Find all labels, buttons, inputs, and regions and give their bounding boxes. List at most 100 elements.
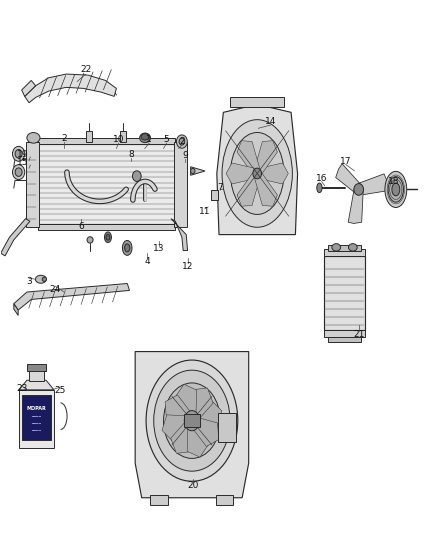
Text: 13: 13 (153, 245, 165, 254)
Bar (184, 414, 200, 427)
Bar (218, 413, 236, 442)
Text: 7: 7 (217, 183, 223, 192)
Bar (25, 142, 39, 227)
Ellipse shape (12, 147, 25, 161)
Bar (38, 138, 175, 144)
Bar (324, 256, 365, 330)
Polygon shape (254, 141, 277, 176)
Text: 8: 8 (128, 150, 134, 159)
Ellipse shape (42, 277, 46, 281)
Polygon shape (14, 304, 18, 316)
Text: ━━━━: ━━━━ (32, 416, 42, 419)
Text: 23: 23 (16, 384, 27, 393)
Polygon shape (14, 284, 130, 310)
Text: MOPAR: MOPAR (27, 406, 46, 411)
Ellipse shape (140, 133, 151, 143)
Text: 10: 10 (113, 135, 124, 144)
Text: 18: 18 (388, 177, 399, 186)
Text: 21: 21 (353, 329, 364, 338)
Polygon shape (162, 415, 193, 441)
Bar (86, 131, 92, 142)
Ellipse shape (222, 120, 292, 227)
Bar (21, 395, 51, 440)
Polygon shape (175, 384, 197, 422)
Ellipse shape (385, 171, 407, 207)
Text: 6: 6 (78, 222, 85, 231)
Ellipse shape (15, 150, 22, 158)
Ellipse shape (154, 370, 230, 471)
Text: ━━━━: ━━━━ (32, 429, 42, 433)
Text: 20: 20 (187, 481, 198, 490)
Text: 12: 12 (182, 262, 193, 271)
Ellipse shape (124, 244, 130, 252)
Polygon shape (226, 163, 257, 184)
Bar (19, 390, 54, 448)
Bar (174, 142, 187, 227)
Polygon shape (188, 388, 213, 423)
Ellipse shape (106, 235, 110, 240)
Text: 19: 19 (17, 150, 28, 159)
Polygon shape (135, 352, 249, 498)
Ellipse shape (177, 135, 187, 148)
Bar (328, 337, 361, 342)
Bar (328, 245, 361, 251)
Ellipse shape (230, 133, 284, 214)
Text: 24: 24 (49, 285, 61, 294)
Ellipse shape (253, 168, 261, 179)
Polygon shape (187, 419, 208, 457)
Bar (324, 330, 365, 337)
Ellipse shape (12, 165, 25, 180)
Polygon shape (19, 380, 54, 390)
Ellipse shape (132, 171, 141, 181)
Text: 1: 1 (146, 135, 152, 144)
Polygon shape (257, 163, 288, 184)
Ellipse shape (141, 134, 149, 140)
Polygon shape (254, 171, 277, 206)
Bar (38, 224, 175, 230)
Polygon shape (237, 171, 261, 206)
Ellipse shape (355, 184, 363, 194)
Bar (27, 365, 46, 370)
Bar (216, 495, 233, 505)
Text: 9: 9 (183, 151, 188, 160)
Polygon shape (348, 189, 363, 223)
Ellipse shape (317, 183, 322, 192)
Bar (324, 249, 365, 256)
Text: 22: 22 (80, 66, 92, 74)
Polygon shape (336, 164, 361, 193)
Ellipse shape (122, 240, 132, 255)
Polygon shape (191, 167, 205, 175)
Ellipse shape (184, 410, 200, 431)
Ellipse shape (388, 176, 403, 202)
Ellipse shape (191, 168, 195, 174)
Text: ━━━━: ━━━━ (32, 422, 42, 426)
Polygon shape (25, 74, 117, 103)
Text: 17: 17 (340, 157, 351, 166)
Ellipse shape (15, 168, 22, 176)
Text: 3: 3 (26, 277, 32, 286)
Bar (38, 144, 175, 224)
Bar (120, 131, 127, 142)
Ellipse shape (27, 133, 40, 143)
Text: 5: 5 (164, 135, 170, 144)
Ellipse shape (354, 183, 364, 195)
Ellipse shape (163, 383, 220, 458)
Polygon shape (190, 416, 219, 447)
Ellipse shape (104, 232, 111, 243)
Ellipse shape (146, 360, 238, 481)
Text: 14: 14 (265, 117, 276, 126)
Text: 2: 2 (61, 134, 67, 143)
Ellipse shape (87, 237, 93, 243)
Polygon shape (358, 174, 389, 195)
Polygon shape (165, 395, 194, 425)
Ellipse shape (392, 183, 400, 196)
Polygon shape (21, 80, 35, 96)
Text: 4: 4 (144, 257, 150, 265)
Polygon shape (171, 219, 187, 251)
Polygon shape (191, 400, 222, 426)
Bar (211, 190, 218, 200)
Polygon shape (217, 104, 297, 235)
Polygon shape (1, 219, 30, 256)
Ellipse shape (349, 244, 357, 251)
Text: 11: 11 (199, 207, 211, 216)
